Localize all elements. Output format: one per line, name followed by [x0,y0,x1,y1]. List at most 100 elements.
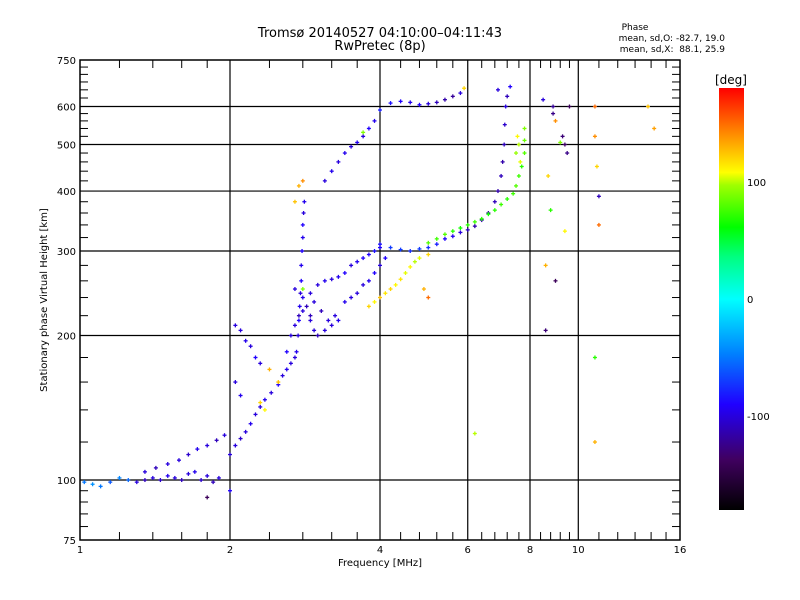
data-point-o-mode [366,252,371,257]
plot-frame [79,59,681,541]
data-point-o-mode [503,104,508,109]
data-point-o-mode [458,91,463,96]
data-point-x-mode [592,355,597,360]
data-point-o-mode [342,151,347,156]
data-point-o-mode [442,97,447,102]
data-point-x-mode [518,159,523,164]
data-point-x-mode [426,240,431,245]
data-point-o-mode [398,247,403,252]
data-point-o-mode [502,122,507,127]
data-point-x-mode [421,287,426,292]
data-point-x-mode [417,256,422,261]
data-point-o-mode [388,245,393,250]
data-point-x-mode [548,208,553,213]
colorbar-tick-label: 100 [747,178,766,189]
data-point-x-mode [516,173,521,178]
data-point-o-mode [366,126,371,131]
data-point-o-mode [216,475,221,480]
data-point-o-mode [336,318,341,323]
data-point-o-mode [322,328,327,333]
y-axis-label: Stationary phase Virtual Height [km] [39,208,50,392]
data-point-o-mode [551,111,556,116]
data-point-o-mode [90,482,95,487]
data-point-o-mode [292,287,297,292]
data-point-o-mode [349,263,354,268]
data-point-o-mode [243,429,248,434]
data-point-o-mode [333,313,338,318]
data-point-o-mode [82,480,87,485]
data-point-x-mode [296,183,301,188]
data-point-x-mode [403,270,408,275]
data-point-o-mode [258,361,263,366]
data-point-o-mode [355,259,360,264]
data-point-o-mode [408,100,413,105]
data-point-o-mode [98,484,103,489]
grid-lines [80,60,680,540]
y-tick-label: 75 [63,536,76,547]
data-point-o-mode [434,242,439,247]
data-point-o-mode [253,412,258,417]
data-point-o-mode [372,118,377,123]
data-point-x-mode [458,226,463,231]
y-tick-label: 750 [57,56,76,67]
y-tick-label: 600 [57,103,76,114]
data-point-o-mode [126,478,131,483]
data-point-o-mode [248,421,253,426]
data-point-o-mode [238,436,243,441]
data-point-x-mode [388,287,393,292]
data-point-o-mode [372,249,377,254]
data-point-o-mode [165,461,170,466]
data-point-x-mode [393,282,398,287]
chart-subtitle: RwPretec (8p) [334,39,426,54]
data-point-o-mode [342,270,347,275]
colorbar-ticks: 100 0 -100 [747,178,770,423]
data-point-o-mode [142,469,147,474]
data-point-x-mode [426,295,431,300]
data-point-o-mode [153,465,158,470]
x-tick-label: 1 [77,545,83,556]
data-point-x-mode [426,252,431,257]
data-point-o-mode [465,227,470,232]
data-point-o-mode [300,295,305,300]
data-point-x-mode [519,164,524,169]
data-point-x-mode [361,130,366,135]
data-point-o-mode [150,475,155,480]
data-point-o-mode [300,222,305,227]
data-point-x-mode [378,295,382,300]
colorbar-label: [deg] [715,73,747,87]
data-point-o-mode [300,249,305,254]
data-point-o-mode [292,323,297,328]
data-point-o-mode [361,256,366,261]
data-point-x-mode [596,222,601,227]
colorbar-tick-label: 0 [747,295,753,306]
data-point-x-mode [262,407,267,412]
y-tick-label: 300 [57,247,76,258]
data-point-o-mode [288,333,293,338]
data-point-x-mode [514,183,519,188]
data-point-o-mode [238,393,243,398]
data-point-o-mode [361,134,366,139]
data-point-o-mode [378,263,382,268]
data-point-x-mode [543,263,548,268]
data-point-o-mode [355,291,360,296]
data-point-x-mode [592,134,597,139]
data-point-x-mode [292,199,297,204]
data-point-o-mode [505,94,510,99]
data-point-o-mode [298,291,303,296]
data-point-o-mode [417,246,422,251]
data-point-o-mode [551,104,556,109]
data-point-x-mode [594,164,599,169]
data-point-o-mode [308,291,313,296]
data-point-o-mode [378,242,382,247]
data-point-o-mode [322,178,327,183]
data-point-o-mode [262,397,267,402]
phase-stats-x: mean, sd,X: 88.1, 25.9 [619,45,725,55]
data-point-o-mode [372,270,377,275]
data-point-x-mode [450,229,455,234]
data-point-o-mode [541,97,546,102]
data-point-x-mode [465,222,470,227]
data-point-x-mode [516,142,521,147]
data-point-o-mode [426,245,431,250]
data-point-o-mode [499,173,504,178]
data-point-x-mode [592,440,597,445]
